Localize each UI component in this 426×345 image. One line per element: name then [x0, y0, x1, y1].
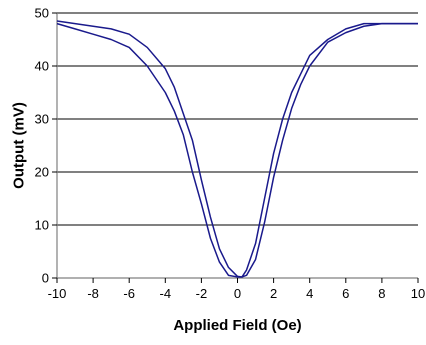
x-axis-title: Applied Field (Oe)	[173, 317, 301, 334]
x-tick-label: 2	[270, 286, 277, 301]
gridlines	[57, 12, 418, 226]
x-tick-label: -2	[196, 286, 208, 301]
y-tick-label: 30	[35, 112, 49, 127]
series-lines	[56, 20, 418, 278]
axes	[56, 13, 418, 279]
x-tick-label: -4	[160, 286, 172, 301]
y-tick-label: 10	[35, 218, 49, 233]
y-tick-label: 40	[35, 59, 49, 74]
y-tick-label: 50	[35, 6, 49, 21]
x-tick-label: 10	[411, 286, 425, 301]
y-tick-label: 20	[35, 165, 49, 180]
series-line-2	[56, 22, 418, 278]
x-tick-label: -10	[48, 286, 67, 301]
y-axis-title: Output (mV)	[10, 102, 27, 189]
x-tick-label: -8	[87, 286, 99, 301]
x-tick-label: 6	[342, 286, 349, 301]
x-tick-label: 4	[306, 286, 313, 301]
series-line-1	[56, 20, 418, 278]
y-tick-label: 0	[42, 271, 49, 286]
tick-labels: -10 -8 -6 -4 -2 0 2 4 6 8 10 0 10 20 30 40 50	[35, 6, 426, 302]
x-tick-label: -6	[123, 286, 135, 301]
x-tick-label: 8	[378, 286, 385, 301]
x-tick-label: 0	[234, 286, 241, 301]
